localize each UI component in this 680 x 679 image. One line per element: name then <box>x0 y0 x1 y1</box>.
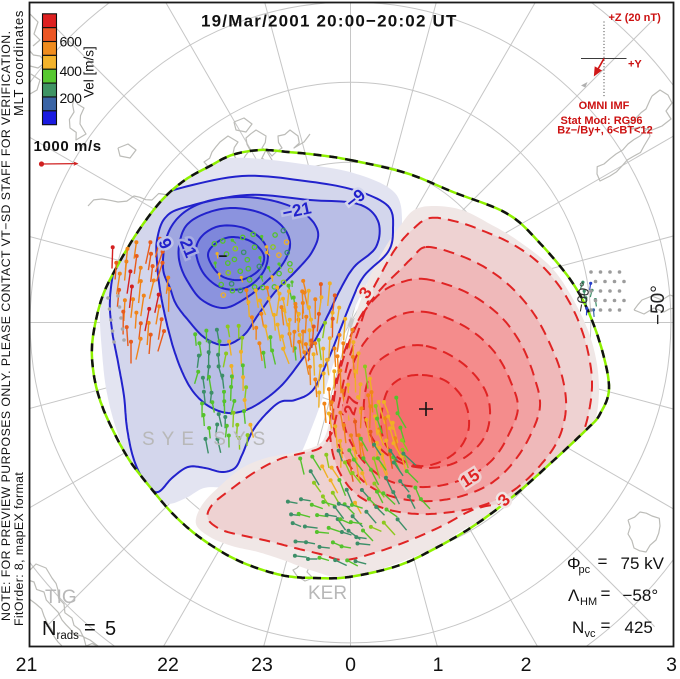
svg-text:0: 0 <box>345 654 356 674</box>
svg-text:22: 22 <box>157 654 179 674</box>
svg-text:−: − <box>219 248 228 265</box>
svg-text:TIG: TIG <box>45 587 77 608</box>
svg-text:3: 3 <box>666 654 677 674</box>
svg-text:21: 21 <box>16 654 38 674</box>
svg-text:Vel [m/s]: Vel [m/s] <box>82 46 97 98</box>
svg-text:+Z (20 nT): +Z (20 nT) <box>609 12 662 24</box>
svg-text:400: 400 <box>60 63 83 79</box>
svg-text:Bz−/By+, 6<BT<12: Bz−/By+, 6<BT<12 <box>557 125 652 137</box>
svg-text:−50°: −50° <box>648 285 669 325</box>
svg-text:200: 200 <box>60 90 83 106</box>
svg-text:+Y: +Y <box>628 59 642 71</box>
svg-text:600: 600 <box>60 34 83 50</box>
svg-text:23: 23 <box>251 654 273 674</box>
svg-text:19/Mar/2001 20:00−20:02 UT: 19/Mar/2001 20:00−20:02 UT <box>201 12 458 31</box>
svg-text:1: 1 <box>433 654 444 674</box>
svg-text:OMNI IMF: OMNI IMF <box>579 100 630 112</box>
svg-text:2: 2 <box>521 654 532 674</box>
svg-text:MLT coordinates: MLT coordinates <box>11 10 26 116</box>
svg-text:KER: KER <box>308 583 347 604</box>
svg-text:SYE SYS: SYE SYS <box>142 429 272 450</box>
svg-text:1000 m/s: 1000 m/s <box>34 138 102 155</box>
svg-text:FitOrder: 8, mapEX format: FitOrder: 8, mapEX format <box>12 472 26 626</box>
